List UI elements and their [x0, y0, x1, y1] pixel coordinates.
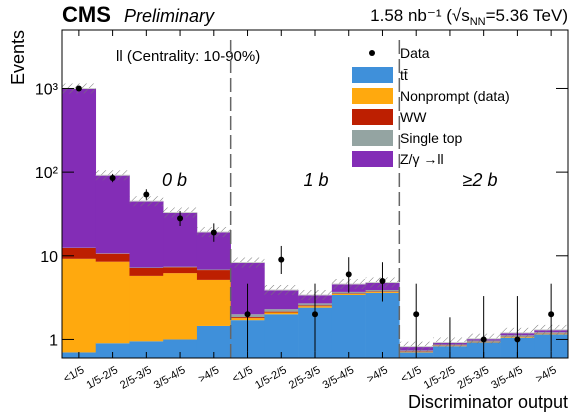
x-tick-label: >4/5 — [365, 364, 390, 385]
stack-segment — [264, 314, 299, 358]
stack-segment — [129, 201, 164, 268]
stack-segment — [196, 269, 231, 271]
y-axis-title: Events — [8, 30, 28, 85]
stack-segment — [163, 273, 198, 340]
lumi-sub: NN — [470, 16, 486, 28]
legend-label: Single top — [400, 130, 462, 146]
legend-label: WW — [400, 109, 427, 125]
stack-segment — [62, 88, 97, 248]
data-point — [548, 311, 555, 318]
legend-swatch — [352, 67, 393, 83]
data-point — [278, 256, 285, 263]
x-tick-label: >4/5 — [534, 364, 559, 385]
stack-segment — [62, 258, 97, 353]
data-point — [413, 311, 420, 318]
data-point — [345, 271, 352, 278]
stack-segment — [95, 175, 130, 254]
data-point — [75, 85, 82, 92]
data-point — [210, 229, 217, 236]
stack-segment — [331, 293, 366, 295]
data-point — [177, 215, 184, 222]
lumi-text: 1.58 nb⁻¹ (√s — [370, 6, 470, 25]
status-label: Preliminary — [124, 6, 215, 26]
data-point — [480, 336, 487, 343]
y-tick-label: 10 — [40, 249, 58, 266]
stack-segment — [129, 267, 164, 276]
region-label: ≥2 b — [463, 170, 498, 190]
x-tick-label: <1/5 — [230, 364, 255, 385]
stack-segment — [264, 311, 299, 313]
legend-label: tt̄ — [400, 67, 408, 83]
x-tick-label: 1/5-2/5 — [253, 364, 289, 392]
x-tick-label: 2/5-3/5 — [118, 364, 154, 392]
x-tick-label: 3/5-4/5 — [321, 364, 357, 392]
y-tick-label: 1 — [49, 332, 58, 349]
stack-segment — [196, 270, 231, 280]
x-tick-label: 2/5-3/5 — [287, 364, 323, 392]
legend-swatch — [352, 88, 393, 104]
plot-area — [62, 83, 569, 358]
legend-label: Data — [400, 45, 430, 61]
stack-segment — [62, 247, 97, 259]
data-point — [514, 336, 521, 343]
data-point — [143, 191, 150, 198]
data-point — [244, 311, 251, 318]
lumi-end: =5.36 TeV) — [486, 6, 568, 25]
stack-segment — [331, 293, 366, 294]
x-tick-label: 1/5-2/5 — [84, 364, 120, 392]
data-point — [312, 311, 318, 318]
x-axis-title: Discriminator output — [408, 392, 568, 412]
stack-segment — [129, 341, 164, 358]
x-tick-label: <1/5 — [399, 364, 424, 385]
data-point — [379, 277, 386, 284]
stack-segment — [163, 339, 198, 358]
subtitle: ll (Centrality: 10-90%) — [116, 48, 260, 65]
stack-segment — [264, 309, 299, 312]
stack-segment — [163, 267, 198, 274]
stack-segment — [365, 292, 400, 358]
x-tick-label: <1/5 — [62, 364, 87, 385]
legend-label: Nonprompt (data) — [400, 88, 510, 104]
legend-swatch — [352, 151, 393, 167]
legend-marker — [369, 50, 375, 56]
stack-segment — [95, 253, 130, 262]
x-tick-label: 3/5-4/5 — [489, 364, 525, 392]
legend-swatch — [352, 130, 393, 146]
stack-segment — [95, 343, 130, 358]
lumi-label: 1.58 nb⁻¹ (√sNN=5.36 TeV) — [370, 6, 568, 28]
stack-segment — [129, 267, 164, 268]
x-tick-label: 3/5-4/5 — [152, 364, 188, 392]
region-label: 1 b — [303, 170, 328, 190]
legend-label: Z/γ →ll — [400, 151, 444, 167]
region-label: 0 b — [162, 170, 187, 190]
x-tick-label: 2/5-3/5 — [456, 364, 492, 392]
stack-segment — [129, 275, 164, 342]
experiment-label: CMS — [62, 2, 111, 27]
data-point — [109, 175, 116, 182]
y-tick-label: 10² — [35, 165, 59, 182]
stack-segment — [95, 261, 130, 344]
stack-segment — [264, 312, 299, 315]
x-tick-label: 1/5-2/5 — [422, 364, 458, 392]
legend-swatch — [352, 109, 393, 125]
stack-segment — [196, 279, 231, 326]
x-tick-label: >4/5 — [196, 364, 221, 385]
stack-segment — [331, 294, 366, 358]
y-tick-label: 10³ — [35, 81, 59, 98]
